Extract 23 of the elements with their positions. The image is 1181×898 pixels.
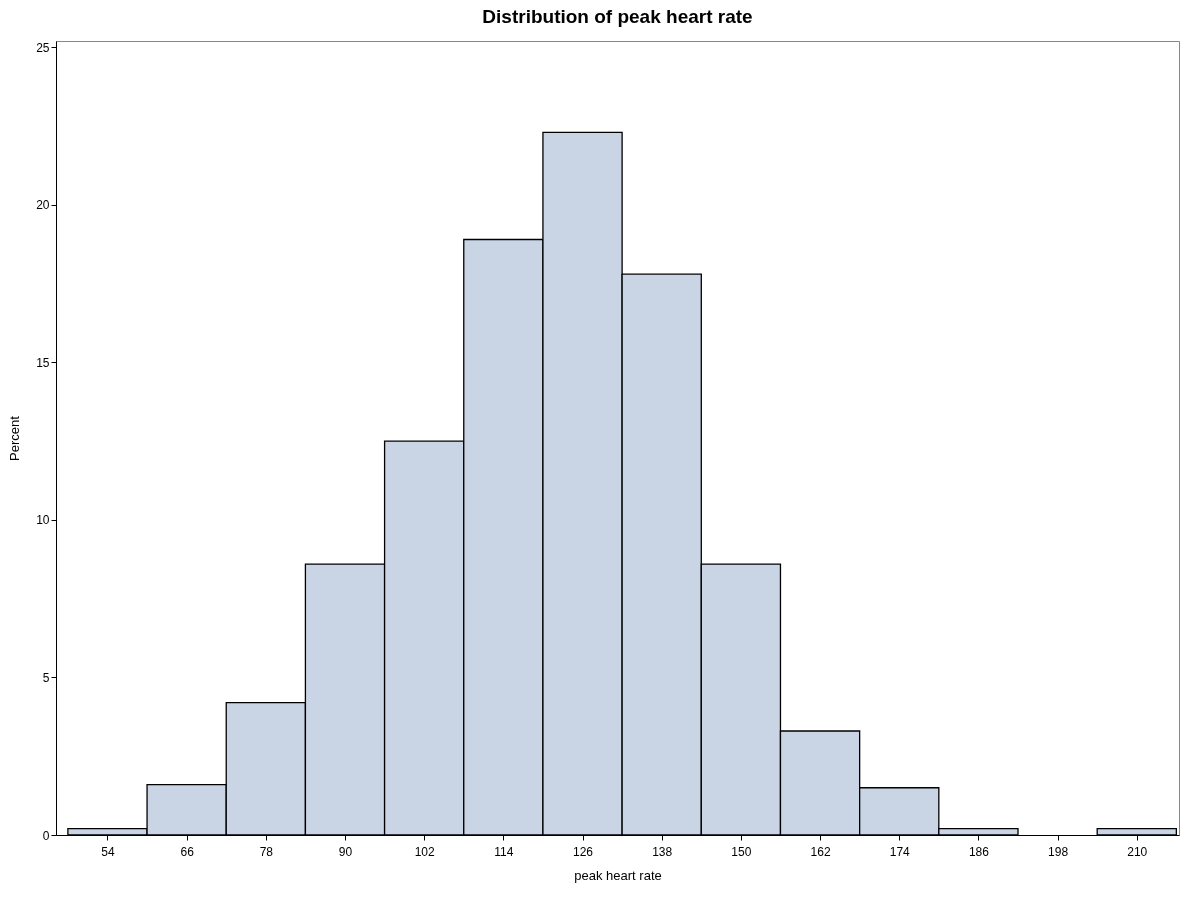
y-tick-label: 10 — [36, 513, 50, 528]
x-tick-label: 210 — [1127, 844, 1148, 859]
x-tick-label: 138 — [652, 844, 673, 859]
x-tick-label: 54 — [101, 844, 115, 859]
x-tick-label: 150 — [731, 844, 752, 859]
y-axis-title: Percent — [7, 415, 23, 461]
x-tick-label: 162 — [810, 844, 831, 859]
x-tick-label: 114 — [494, 844, 514, 859]
y-tick-label: 20 — [36, 198, 50, 213]
x-tick-label: 90 — [338, 844, 353, 859]
x-tick-label: 198 — [1048, 844, 1069, 859]
y-tick-label: 25 — [36, 40, 50, 55]
chart-title: Distribution of peak heart rate — [482, 6, 753, 27]
x-axis-title: peak heart rate — [574, 867, 662, 883]
y-tick-label: 0 — [42, 828, 50, 843]
y-tick-label: 5 — [42, 670, 50, 685]
x-tick-label: 174 — [889, 844, 911, 859]
y-tick-label: 15 — [36, 355, 50, 370]
x-tick-label: 126 — [573, 844, 594, 859]
x-tick-label: 186 — [968, 844, 990, 859]
x-tick-label: 102 — [414, 844, 436, 859]
x-tick-label: 66 — [180, 844, 195, 859]
x-tick-label: 78 — [259, 844, 274, 859]
